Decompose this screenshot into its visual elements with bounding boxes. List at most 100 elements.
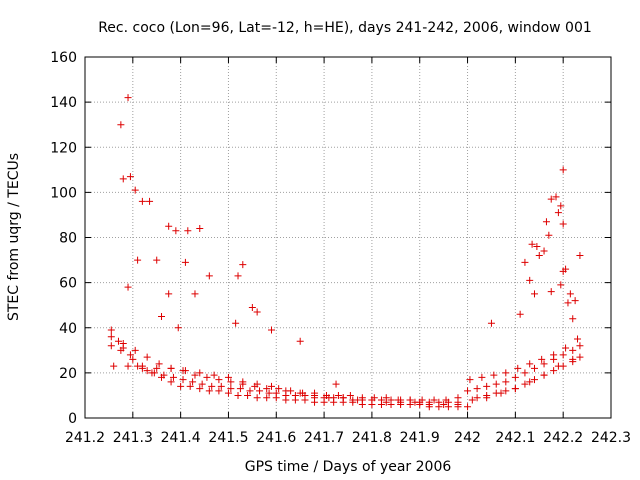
data-point — [354, 396, 362, 404]
x-tick-label: 241.8 — [352, 430, 392, 446]
data-point — [158, 312, 166, 320]
x-tick-label: 241.7 — [304, 430, 344, 446]
data-point — [215, 376, 223, 384]
data-point — [198, 380, 206, 388]
data-point — [153, 364, 161, 372]
data-point — [184, 227, 192, 235]
data-point — [533, 243, 541, 251]
data-point — [232, 319, 240, 327]
x-axis-label: GPS time / Days of year 2006 — [245, 459, 452, 475]
data-point — [167, 364, 175, 372]
data-point — [540, 247, 548, 255]
data-point — [559, 267, 567, 275]
x-tick-label: 241.3 — [113, 430, 153, 446]
data-point — [165, 290, 173, 298]
grid-lines — [85, 57, 611, 418]
x-tick-label: 241.6 — [256, 430, 296, 446]
data-point — [224, 389, 232, 397]
data-point — [227, 378, 235, 386]
data-point — [126, 173, 134, 181]
data-point — [569, 315, 577, 323]
data-point — [397, 398, 405, 406]
data-point — [516, 310, 524, 318]
data-point — [208, 382, 216, 390]
data-point — [301, 396, 309, 404]
data-point — [545, 231, 553, 239]
data-point — [416, 400, 424, 408]
data-point — [442, 396, 450, 404]
data-point — [430, 396, 438, 404]
data-point — [464, 387, 472, 395]
data-point — [538, 355, 546, 363]
data-point — [234, 272, 242, 280]
data-point — [521, 380, 529, 388]
data-point — [349, 398, 357, 406]
data-point — [521, 369, 529, 377]
data-point — [248, 303, 256, 311]
data-point — [126, 351, 134, 359]
x-tick-label: 241.5 — [208, 430, 248, 446]
data-point — [346, 391, 354, 399]
data-point — [368, 396, 376, 404]
data-point — [227, 385, 235, 393]
data-point — [492, 380, 500, 388]
data-point — [358, 394, 366, 402]
data-point — [418, 396, 426, 404]
data-point — [107, 342, 115, 350]
data-point — [576, 342, 584, 350]
data-point — [215, 387, 223, 395]
data-point — [153, 256, 161, 264]
data-point — [119, 340, 127, 348]
y-tick-label: 140 — [50, 95, 77, 111]
data-point — [253, 380, 261, 388]
data-point — [528, 240, 536, 248]
y-tick-label: 120 — [50, 140, 77, 156]
data-point — [487, 319, 495, 327]
data-point — [511, 385, 519, 393]
data-point — [177, 382, 185, 390]
chart-title: Rec. coco (Lon=96, Lat=-12, h=HE), days … — [98, 20, 592, 36]
data-point — [483, 382, 491, 390]
x-tick-label: 241.2 — [65, 430, 105, 446]
data-point — [526, 360, 534, 368]
data-point — [224, 373, 232, 381]
data-point — [205, 387, 213, 395]
data-point — [559, 220, 567, 228]
data-point — [514, 364, 522, 372]
data-point — [210, 371, 218, 379]
data-point — [571, 297, 579, 305]
data-point — [444, 403, 452, 411]
x-tick-label: 242.1 — [495, 430, 535, 446]
data-point — [502, 387, 510, 395]
data-point — [114, 337, 122, 345]
data-point — [131, 346, 139, 354]
data-point — [107, 326, 115, 334]
data-point — [275, 385, 283, 393]
data-point — [138, 362, 146, 370]
data-point — [181, 367, 189, 375]
data-point — [358, 400, 366, 408]
data-points — [107, 94, 584, 411]
data-point — [325, 394, 333, 402]
data-point — [454, 400, 462, 408]
data-point — [387, 400, 395, 408]
data-point — [179, 376, 187, 384]
x-tick-label: 242.2 — [543, 430, 583, 446]
data-point — [332, 380, 340, 388]
data-point — [291, 396, 299, 404]
data-point — [382, 398, 390, 406]
data-point — [107, 333, 115, 341]
y-tick-label: 40 — [59, 321, 77, 337]
y-tick-label: 0 — [68, 411, 77, 427]
data-point — [265, 389, 273, 397]
y-axis-label: STEC from uqrg / TECUs — [6, 153, 22, 321]
data-point — [155, 360, 163, 368]
data-point — [550, 351, 558, 359]
data-point — [267, 326, 275, 334]
data-point — [244, 391, 252, 399]
data-point — [526, 276, 534, 284]
data-point — [234, 391, 242, 399]
data-point — [562, 344, 570, 352]
data-point — [311, 391, 319, 399]
